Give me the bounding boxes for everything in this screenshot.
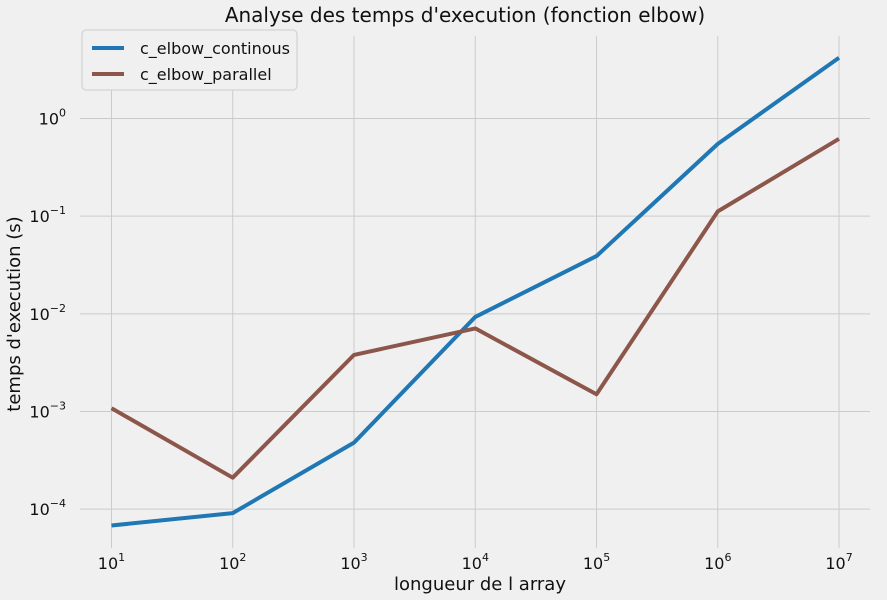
- grid: [80, 36, 870, 548]
- chart-title: Analyse des temps d'execution (fonction …: [225, 3, 705, 27]
- legend: c_elbow_continous c_elbow_parallel: [81, 29, 298, 91]
- y-tick-label: 10−3: [29, 399, 66, 421]
- y-tick-label: 100: [39, 107, 66, 129]
- series-line-c_elbow_continous: [111, 56, 841, 528]
- x-tick-label: 104: [462, 551, 489, 573]
- y-tick-label: 10−2: [29, 302, 66, 324]
- legend-label-parallel: c_elbow_parallel: [140, 65, 272, 85]
- x-tick-label: 106: [704, 551, 731, 573]
- x-axis-label: longueur de l array: [394, 574, 566, 595]
- x-tick-label: 105: [583, 551, 610, 573]
- x-tick-label: 107: [825, 551, 852, 573]
- series-line-c_elbow_parallel: [110, 137, 841, 480]
- series-lines: [110, 56, 841, 528]
- legend-label-continous: c_elbow_continous: [140, 39, 290, 59]
- legend-box: [81, 29, 298, 91]
- y-axis-label: temps d'execution (s): [4, 216, 25, 411]
- y-tick-label: 10−4: [29, 497, 66, 519]
- x-tick-label: 102: [219, 551, 246, 573]
- y-tick-label: 10−1: [29, 204, 66, 226]
- tick-labels: 101 102 103 104 105 106 107 10−4 10−3 10−2 10−1 100: [29, 107, 852, 573]
- x-tick-label: 101: [98, 551, 125, 573]
- x-tick-label: 103: [340, 551, 367, 573]
